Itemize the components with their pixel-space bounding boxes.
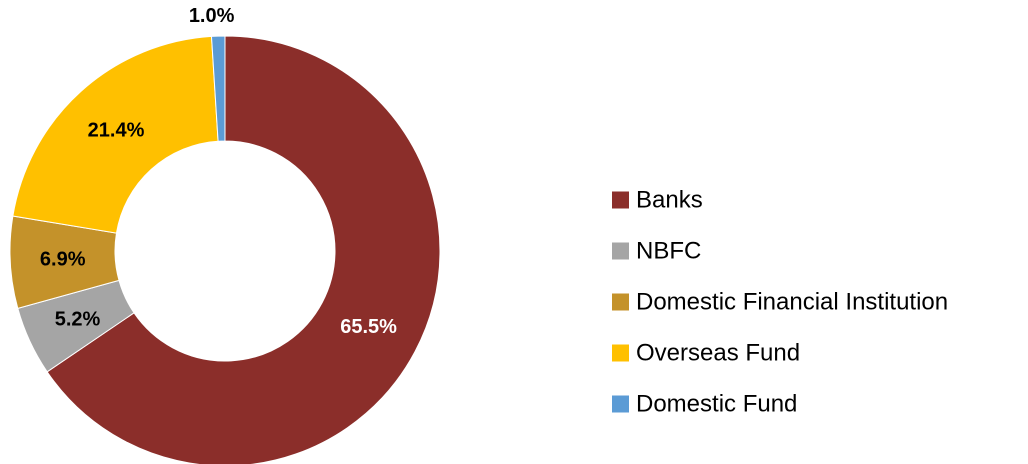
slice-domestic-fund [210,35,226,142]
legend-label-banks: Banks [636,187,703,214]
legend-item-banks: Banks [612,187,703,214]
legend-item-nbfc: NBFC [612,238,701,265]
legend-swatch-overseas-fund [612,344,629,362]
legend-item-overseas-fund: Overseas Fund [612,340,800,367]
data-labels: 65.5% 5.2% 6.9% 21.4% 1.0% [40,5,397,338]
data-label-domestic-financial-institution: 6.9% [40,249,86,271]
data-label-banks: 65.5% [340,316,397,338]
legend-item-domestic-financial-institution: Domestic Financial Institution [612,289,948,316]
legend: Banks NBFC Domestic Financial Institution O… [612,187,948,418]
data-label-overseas-fund: 21.4% [88,119,145,141]
data-label-domestic-fund: 1.0% [189,5,235,27]
data-label-nbfc: 5.2% [55,308,101,330]
legend-label-domestic-financial-institution: Domestic Financial Institution [636,289,948,316]
legend-label-nbfc: NBFC [636,238,701,265]
legend-label-overseas-fund: Overseas Fund [636,340,800,367]
donut-slices [9,35,441,464]
legend-swatch-banks [612,191,629,209]
legend-label-domestic-fund: Domestic Fund [636,391,797,418]
legend-swatch-domestic-fund [612,395,629,413]
slice-banks [46,35,441,464]
legend-item-domestic-fund: Domestic Fund [612,391,797,418]
slice-overseas-fund [12,35,219,234]
legend-swatch-domestic-financial-institution [612,293,629,311]
legend-swatch-nbfc [612,242,629,260]
